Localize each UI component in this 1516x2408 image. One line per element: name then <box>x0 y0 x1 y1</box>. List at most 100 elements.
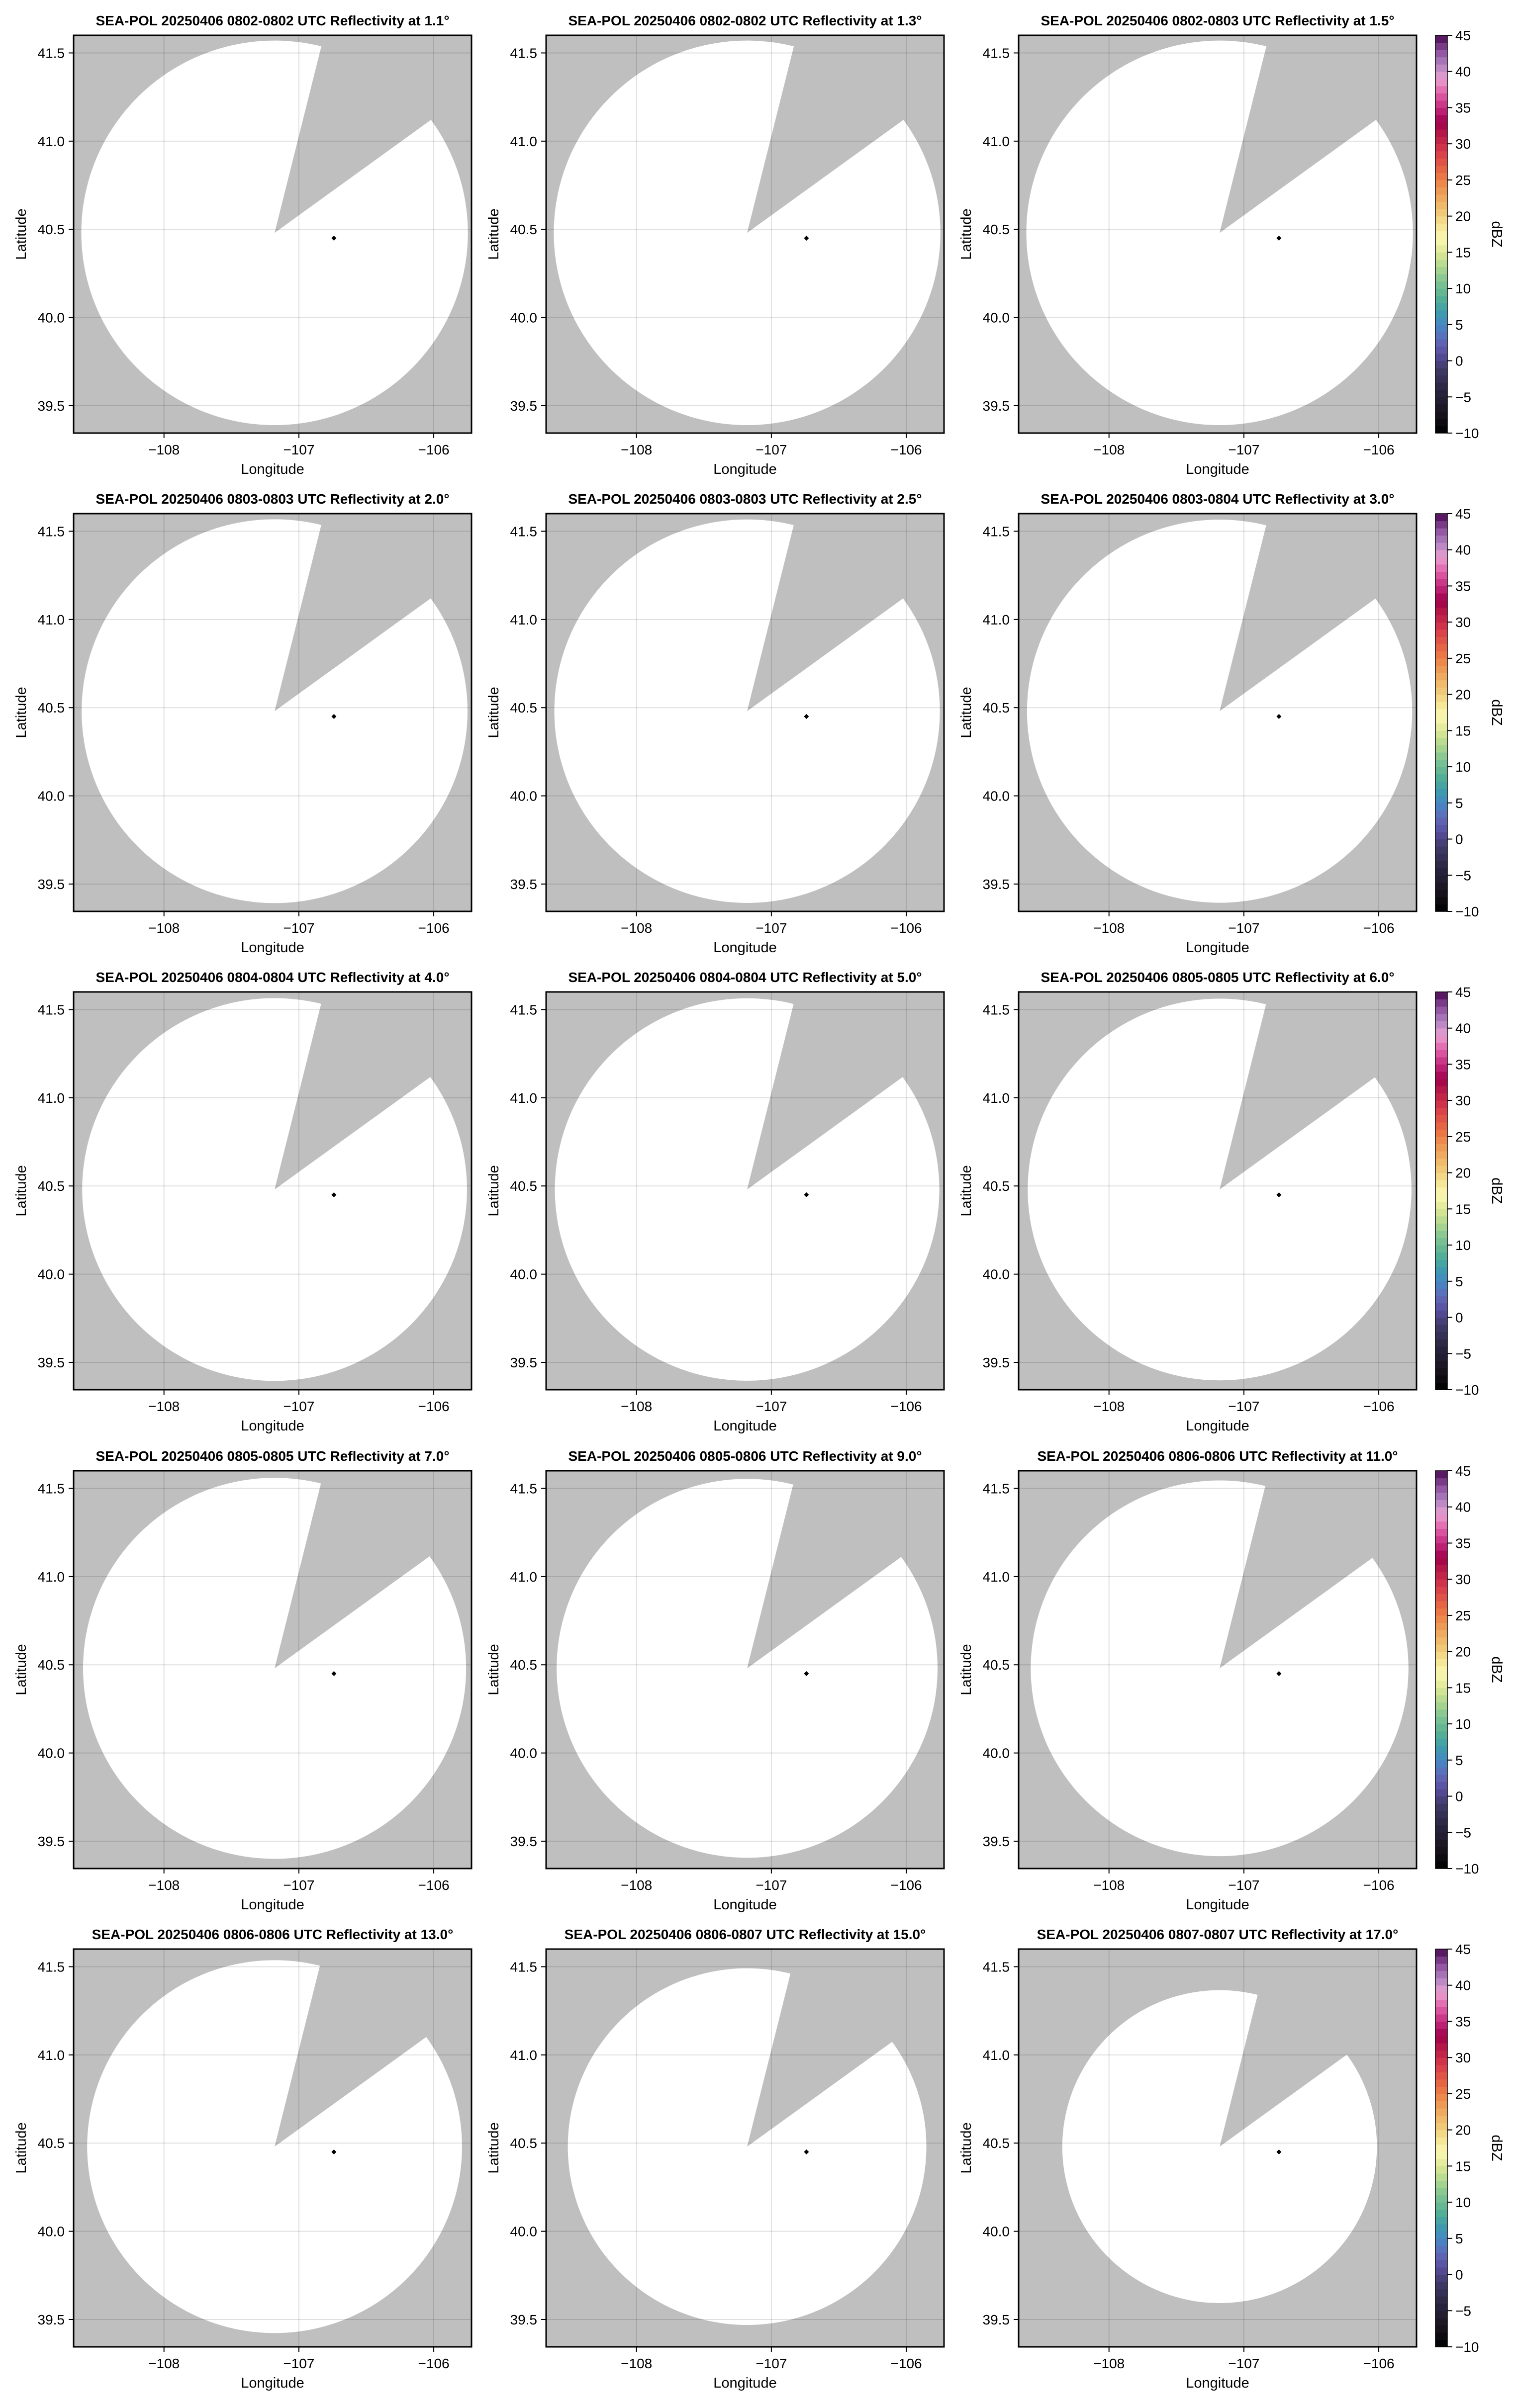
colorbar-tick-label: 40 <box>1455 1500 1471 1515</box>
y-tick-label: 40.5 <box>510 1657 538 1673</box>
colorbar-band <box>1435 687 1447 695</box>
colorbar-tick-label: −10 <box>1455 1382 1479 1398</box>
colorbar-band <box>1435 1970 1447 1978</box>
colorbar-band <box>1435 542 1447 550</box>
colorbar-band <box>1435 35 1447 43</box>
colorbar-band <box>1435 2158 1447 2166</box>
colorbar-tick-label: 40 <box>1455 64 1471 80</box>
colorbar-band <box>1435 1615 1447 1623</box>
y-tick-label: 40.5 <box>983 1657 1010 1673</box>
colorbar-band <box>1435 2050 1447 2058</box>
colorbar-band <box>1435 1572 1447 1580</box>
x-tick-label: −108 <box>621 1877 652 1893</box>
colorbar-band <box>1435 2101 1447 2109</box>
y-tick-label: 41.0 <box>510 134 538 149</box>
y-tick-label: 39.5 <box>510 877 538 892</box>
colorbar-band <box>1435 2217 1447 2225</box>
y-tick-label: 41.5 <box>38 45 65 61</box>
y-tick-label: 41.0 <box>38 2048 65 2063</box>
colorbar-band <box>1435 651 1447 659</box>
colorbar-band <box>1435 2180 1447 2188</box>
colorbar-band <box>1435 1500 1447 1508</box>
x-tick-label: −107 <box>756 1877 787 1893</box>
colorbar-band <box>1435 643 1447 651</box>
colorbar-band <box>1435 810 1447 818</box>
y-axis-label: Latitude <box>958 687 974 738</box>
panel-4: −108 −107 −106 39.5 40.0 40.5 41.0 41.5 SEA-POL … <box>13 970 473 1434</box>
colorbar-band <box>1435 665 1447 673</box>
colorbar-band <box>1435 781 1447 789</box>
colorbar-band <box>1435 1368 1447 1376</box>
colorbar-band <box>1435 2173 1447 2181</box>
y-tick-label: 40.5 <box>983 222 1010 237</box>
x-tick-label: −106 <box>418 920 450 936</box>
x-axis-label: Longitude <box>1186 461 1249 477</box>
colorbar-tick-label: 10 <box>1455 759 1471 775</box>
x-tick-label: −106 <box>891 920 922 936</box>
colorbar-tick-label: 0 <box>1455 1310 1463 1326</box>
y-tick-label: 40.0 <box>510 789 538 804</box>
colorbar-band <box>1435 716 1447 724</box>
colorbar-tick-label: 45 <box>1455 28 1471 43</box>
colorbar-band <box>1435 2238 1447 2246</box>
colorbar-band <box>1435 2260 1447 2268</box>
colorbar-band <box>1435 122 1447 130</box>
x-tick-label: −107 <box>283 920 314 936</box>
colorbar-band <box>1435 1339 1447 1347</box>
colorbar-band <box>1435 1528 1447 1536</box>
colorbar-band <box>1435 1013 1447 1021</box>
colorbar-band <box>1435 2021 1447 2029</box>
radar-site-marker <box>804 235 809 241</box>
y-tick-label: 39.5 <box>983 877 1010 892</box>
radar-site-marker <box>1276 2149 1282 2154</box>
colorbar-band <box>1435 1680 1447 1688</box>
colorbar-band <box>1435 557 1447 565</box>
colorbar-band <box>1435 245 1447 253</box>
colorbar-band <box>1435 1180 1447 1188</box>
y-tick-label: 39.5 <box>510 398 538 414</box>
y-tick-label: 40.5 <box>38 700 65 715</box>
y-tick-label: 41.0 <box>38 612 65 627</box>
y-tick-label: 41.0 <box>983 2048 1010 2063</box>
colorbar-band <box>1435 593 1447 601</box>
colorbar-band <box>1435 1622 1447 1630</box>
y-tick-label: 41.5 <box>510 45 538 61</box>
colorbar-band <box>1435 1129 1447 1137</box>
colorbar-band <box>1435 1281 1447 1289</box>
x-tick-label: −108 <box>148 1877 180 1893</box>
colorbar-band <box>1435 1303 1447 1311</box>
colorbar-band <box>1435 890 1447 897</box>
colorbar-band <box>1435 2144 1447 2152</box>
x-tick-label: −106 <box>891 1877 922 1893</box>
colorbar-band <box>1435 514 1447 522</box>
x-tick-label: −106 <box>418 1877 450 1893</box>
colorbar-band <box>1435 194 1447 202</box>
axes-frame <box>73 1948 473 2348</box>
y-tick-label: 41.0 <box>38 1569 65 1585</box>
colorbar-band <box>1435 1042 1447 1050</box>
y-tick-label: 40.0 <box>38 2224 65 2239</box>
panel-15: −108 −107 −106 39.5 40.0 40.5 41.0 41.5 SEA-POL … <box>486 1927 945 2391</box>
colorbar-tick-label: −5 <box>1455 1825 1471 1840</box>
colorbar-band <box>1435 817 1447 825</box>
colorbar-tick-label: 0 <box>1455 2267 1463 2283</box>
colorbar-frame <box>1435 35 1448 434</box>
colorbar-band <box>1435 846 1447 854</box>
colorbar-label: dBZ <box>1489 221 1505 247</box>
colorbar-band <box>1435 1637 1447 1645</box>
colorbar-band <box>1435 904 1447 912</box>
y-tick-label: 40.5 <box>38 1178 65 1194</box>
y-tick-label: 40.5 <box>983 700 1010 715</box>
y-tick-label: 40.0 <box>983 2224 1010 2239</box>
y-axis-label: Latitude <box>958 1165 974 1216</box>
y-tick-label: 41.5 <box>510 1002 538 1017</box>
colorbar-tick-label: 0 <box>1455 832 1463 847</box>
x-axis-label: Longitude <box>241 1897 304 1913</box>
colorbar-band <box>1435 42 1447 50</box>
panel-13: −108 −107 −106 39.5 40.0 40.5 41.0 41.5 SEA-POL … <box>13 1927 473 2391</box>
colorbar-band <box>1435 2267 1447 2275</box>
y-tick-label: 41.0 <box>510 2048 538 2063</box>
colorbar-band <box>1435 1266 1447 1274</box>
x-axis-label: Longitude <box>1186 940 1249 956</box>
colorbar-band <box>1435 411 1447 419</box>
